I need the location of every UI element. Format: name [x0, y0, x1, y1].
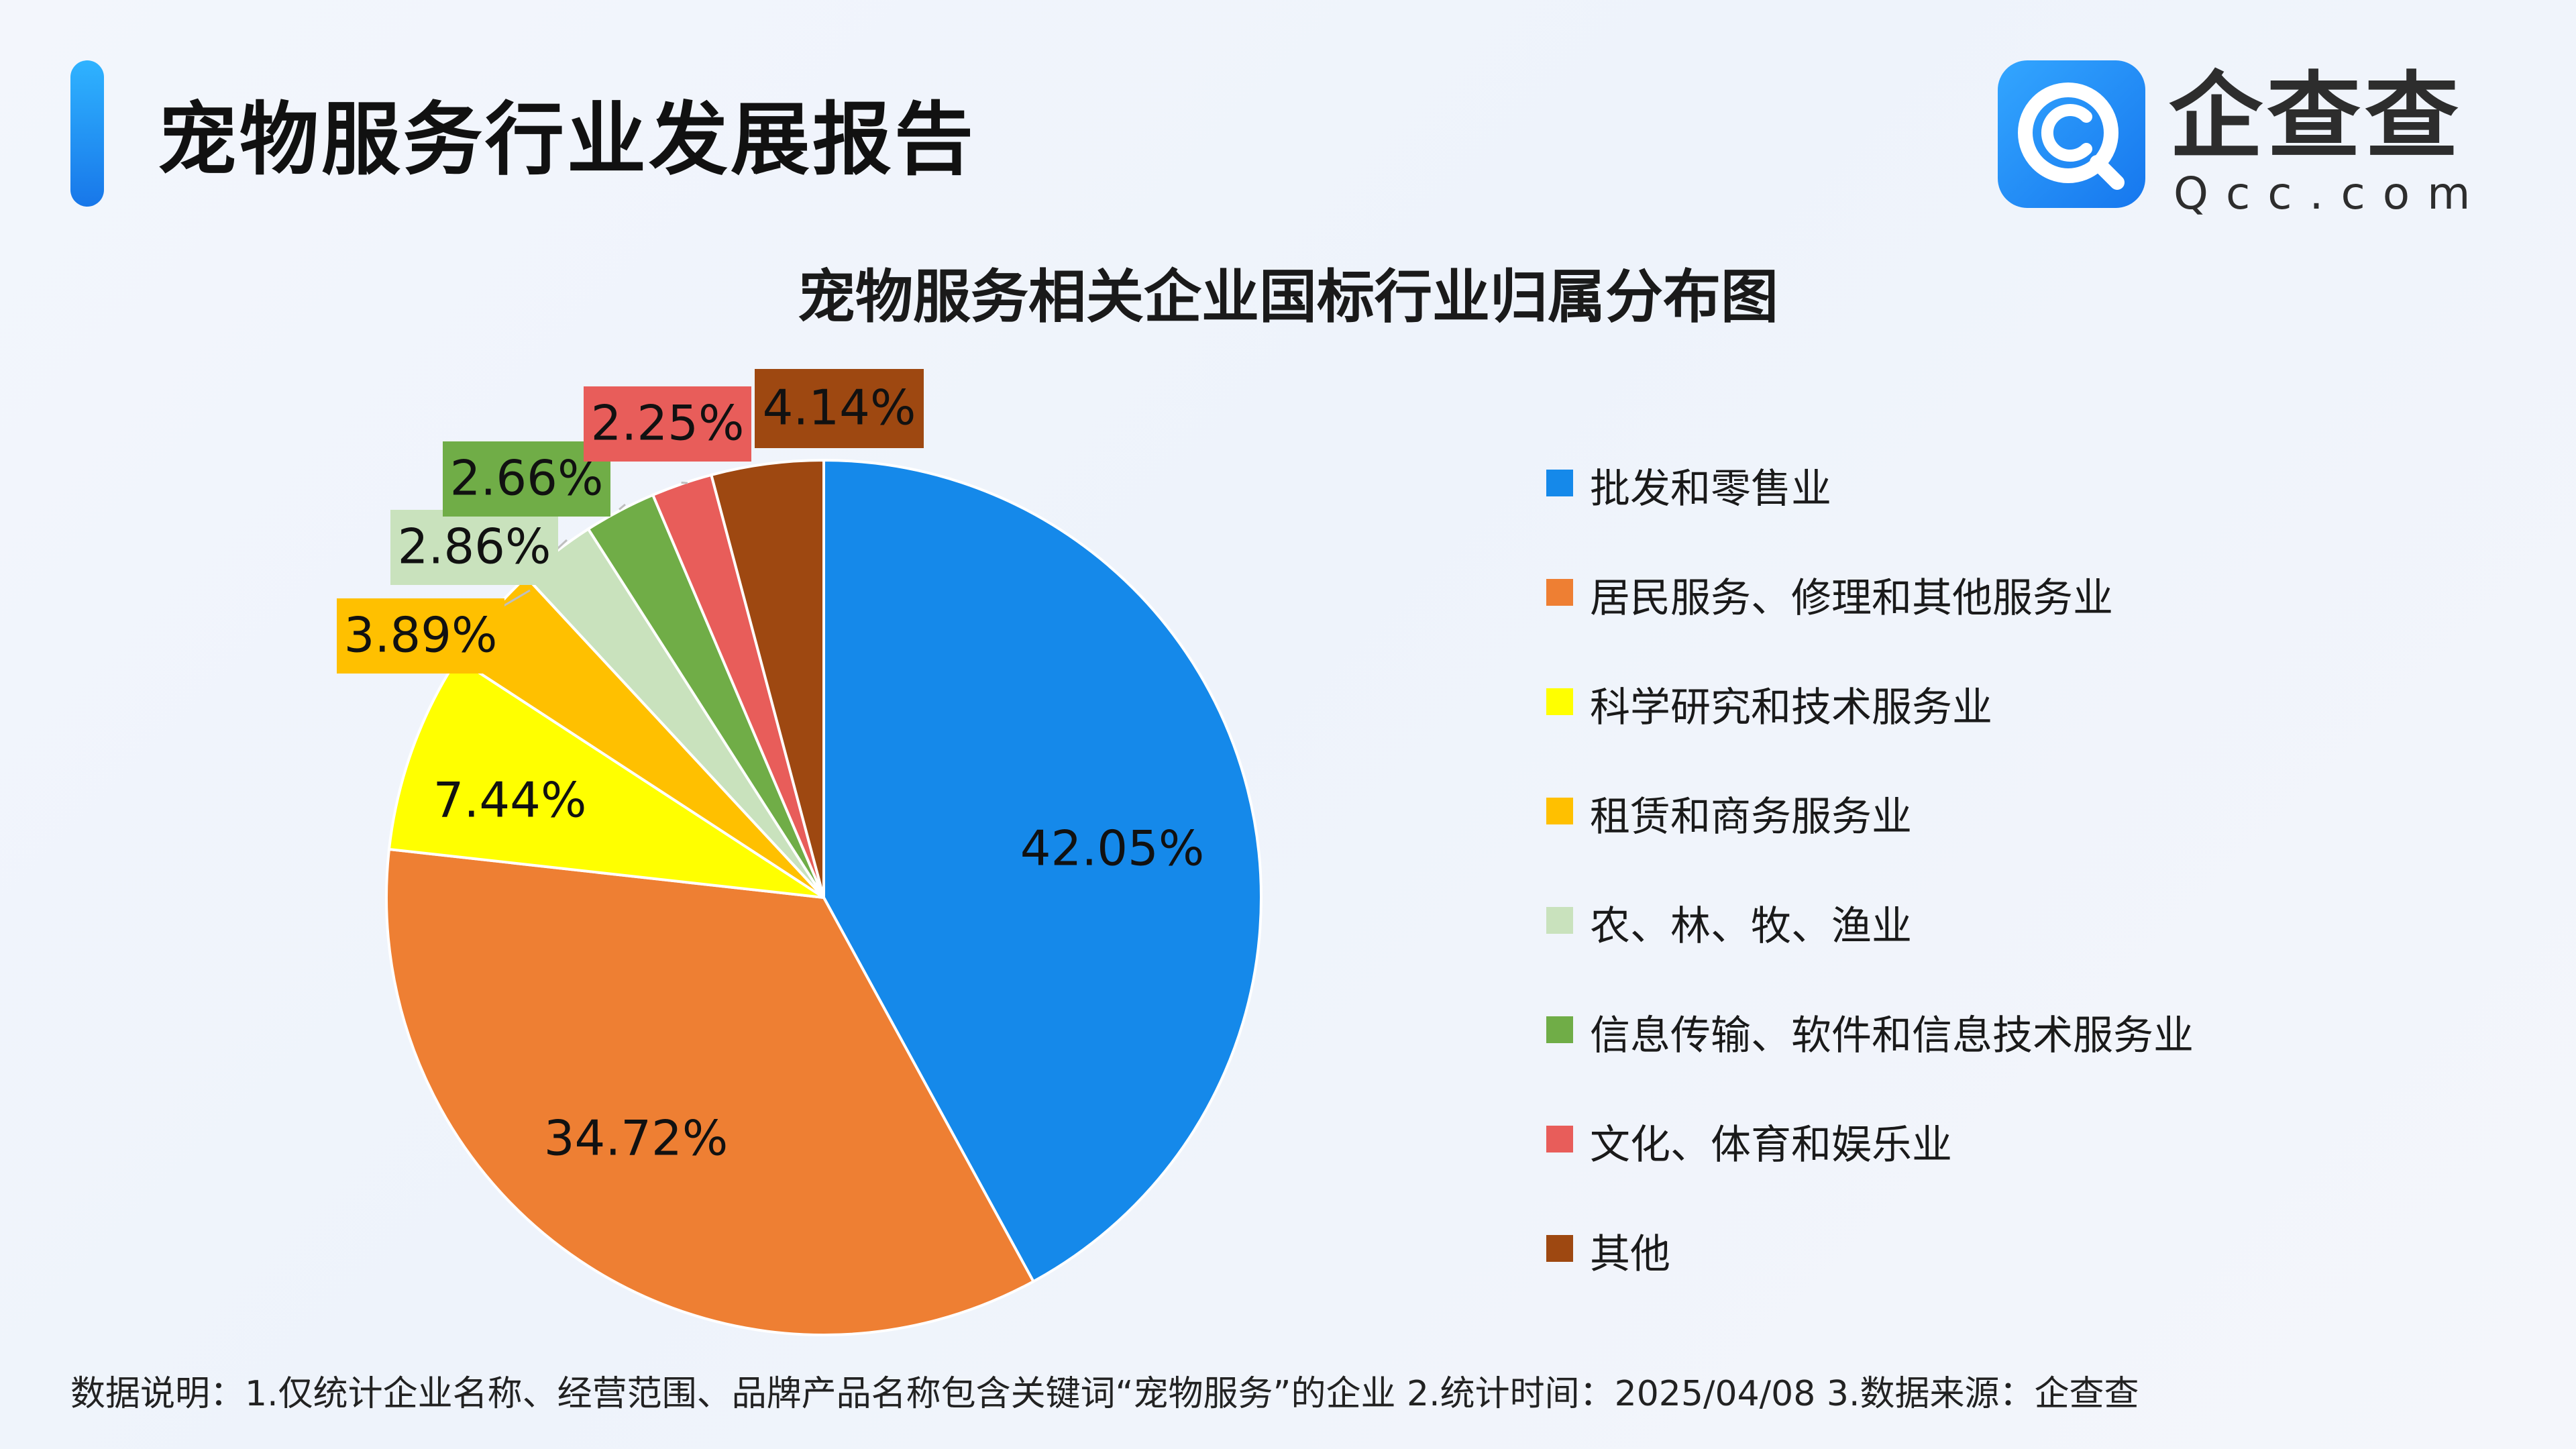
pie-slice [709, 458, 825, 898]
legend-swatch [1546, 1016, 1573, 1043]
qcc-logo[interactable]: 企查查 Qcc.com [1998, 60, 2470, 219]
slice-label-box [337, 598, 504, 674]
legend-label: 租赁和商务服务业 [1590, 794, 1912, 841]
report-title: 宠物服务行业发展报告 [158, 93, 977, 186]
legend-swatch [1546, 798, 1573, 824]
legend-swatch [1546, 1235, 1573, 1262]
slice-label: 34.72% [544, 1110, 729, 1167]
leader-line [681, 481, 688, 484]
legend-swatch [1546, 579, 1573, 606]
title-accent-bar [70, 60, 104, 207]
legend-swatch [1546, 470, 1573, 496]
slice-label: 4.14% [763, 380, 916, 436]
pie-slice [822, 458, 1263, 1283]
pie-slice [385, 847, 1036, 1336]
legend-swatch [1546, 1126, 1573, 1152]
logo-domain: Qcc.com [2174, 168, 2488, 219]
slice-label: 2.86% [398, 519, 551, 575]
slice-label: 2.66% [450, 450, 604, 506]
slice-label-box [755, 369, 924, 448]
legend-label: 科学研究和技术服务业 [1590, 684, 1992, 731]
legend-label: 农、林、牧、渔业 [1590, 903, 1912, 950]
logo-brand-name: 企查查 [2169, 62, 2463, 172]
legend-label: 居民服务、修理和其他服务业 [1590, 575, 2113, 622]
slice-label: 3.89% [344, 607, 498, 663]
slice-label-box [390, 510, 558, 585]
legend-label: 批发和零售业 [1590, 466, 1831, 513]
slice-label-box [443, 441, 610, 517]
leader-line [619, 503, 626, 511]
slice-label: 42.05% [1020, 820, 1205, 877]
legend-swatch [1546, 907, 1573, 934]
slice-label: 7.44% [433, 772, 587, 828]
legend-swatch [1546, 688, 1573, 715]
legend-label: 其他 [1590, 1231, 1670, 1278]
slice-label: 2.25% [591, 395, 745, 451]
qcc-q-logo-icon [1998, 60, 2145, 208]
legend-label: 文化、体育和娱乐业 [1590, 1122, 1952, 1169]
chart-title: 宠物服务相关企业国标行业归属分布图 [798, 264, 1778, 331]
slice-label-box [584, 386, 751, 462]
legend-label: 信息传输、软件和信息技术服务业 [1590, 1012, 2194, 1059]
data-footnote: 数据说明：1.仅统计企业名称、经营范围、品牌产品名称包含关键词“宠物服务”的企业… [70, 1374, 2139, 1414]
